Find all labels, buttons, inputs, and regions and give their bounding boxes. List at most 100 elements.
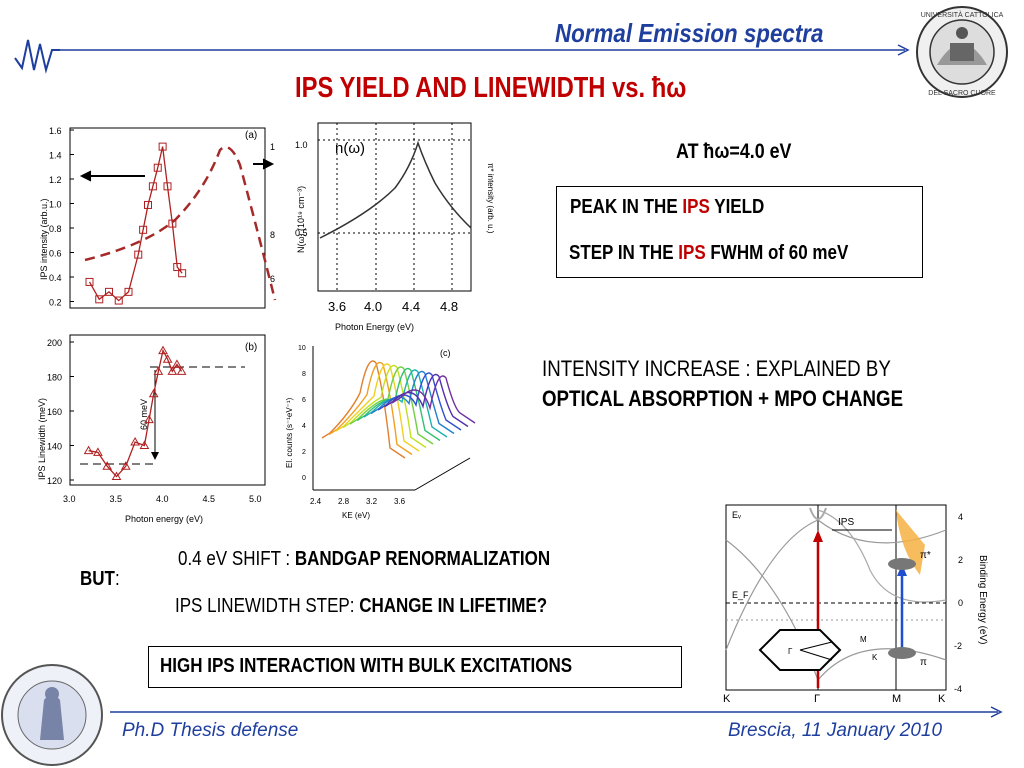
plot-c-xtick: 3.2: [366, 497, 378, 506]
plot-c-ytick: 10: [298, 345, 306, 352]
plot-b-point: [120, 461, 131, 470]
shift-line: 0.4 eV SHIFT : BANDGAP RENORMALIZATION: [178, 548, 551, 570]
plot-a-point: [163, 182, 172, 191]
plot-b-point: [148, 388, 159, 398]
plot-c-xtick: 3.6: [394, 497, 406, 506]
plot-c-curve: [335, 363, 420, 452]
plot-a-point: [168, 219, 177, 228]
plot-b-series-line: [88, 348, 183, 478]
plot-c-curve: [328, 361, 413, 456]
plot-n-series-label: n(ω): [335, 140, 365, 157]
plot-a-ytick: 0.4: [49, 273, 62, 283]
footer-line: [110, 706, 1003, 718]
plot-c-ylabel: El. counts (s⁻¹eV⁻¹): [285, 397, 294, 468]
plot-c-label: (c): [440, 348, 451, 358]
plot-c-ytick: 6: [302, 397, 306, 404]
band-xtick: Γ: [814, 693, 820, 705]
plot-c-ytick: 0: [302, 475, 306, 482]
plot-b-xtick: 4.0: [156, 494, 169, 504]
plot-a-point: [148, 182, 157, 191]
band-ytick: 2: [958, 555, 963, 565]
plot-c-curve: [356, 367, 441, 442]
plot-b-label: (b): [245, 342, 257, 353]
bulk-excitations-text: HIGH IPS INTERACTION WITH BULK EXCITATIO…: [160, 655, 573, 677]
plot-n-ytick: 1.0: [295, 140, 308, 150]
plot-c-curve: [349, 366, 434, 445]
footer-right-text: Brescia, 11 January 2010: [728, 720, 943, 741]
plot-a-right-tick: 8: [270, 230, 275, 240]
plot-b-point: [176, 366, 187, 375]
plot-b-point: [153, 366, 164, 375]
plot-a-point: [153, 163, 162, 172]
plot-n-curve: [319, 140, 472, 239]
plot-b-point: [162, 354, 173, 363]
but-label: BUT:: [80, 568, 120, 590]
plot-n-ylabel: N(ω) (10¹⁹ cm⁻³): [296, 186, 306, 253]
research-seal-logo: [1, 664, 103, 766]
plot-c-xlabel: KE (eV): [342, 511, 370, 520]
header-title: Normal Emission spectra: [555, 18, 824, 48]
plot-b-point: [139, 440, 150, 449]
plot-c-curve: [391, 375, 476, 424]
plot-n-xtick: 3.6: [328, 299, 346, 314]
box-line-1: PEAK IN THE IPS YIELD: [570, 196, 765, 218]
plot-b-point: [167, 366, 178, 375]
band-ylabel: Binding Energy (eV): [977, 555, 988, 645]
band-ev-label: Eᵥ: [732, 510, 741, 520]
plot-a-point: [178, 269, 187, 278]
plot-a-point: [144, 200, 152, 209]
plot-b-ylabel: IPS Linewidth (meV): [37, 398, 47, 480]
plot-b-ytick: 200: [47, 338, 62, 348]
plot-a-right-tick: 6: [270, 274, 275, 284]
plot-a-ytick: 0.8: [49, 224, 62, 234]
plot-a-point: [105, 287, 113, 296]
plot-b-point: [130, 437, 140, 446]
band-xtick: K: [723, 693, 731, 705]
band-ytick: -4: [954, 684, 962, 694]
plot-b-point: [111, 471, 122, 481]
plot-c-ytick: 2: [302, 449, 306, 456]
svg-text:UNIVERSITÀ CATTOLICA: UNIVERSITÀ CATTOLICA: [921, 10, 1004, 19]
plot-b-ytick: 180: [47, 373, 62, 383]
plot-a-point: [173, 263, 182, 272]
band-xtick: K: [938, 693, 946, 705]
plot-n-omega: N(ω) (10¹⁹ cm⁻³) π* intensity (arb. u.) …: [295, 122, 495, 332]
bulk-excitations-box: [148, 646, 682, 688]
plot-c-ytick: 8: [302, 371, 306, 378]
plot-b-ips-linewidth: IPS Linewidth (meV) 200 180 160 140 120 3.0 3…: [37, 334, 266, 524]
band-structure-plot: Eᵥ E_F IPS π* π Γ M K K Γ M K 4 2 0 -2 -…: [723, 504, 988, 705]
plot-c-curve: [384, 373, 469, 428]
plot-b-point: [83, 445, 94, 455]
plot-a-point: [124, 287, 133, 296]
plot-a-series-line: [88, 146, 183, 302]
plot-b-point: [144, 414, 154, 424]
plot-a-point: [139, 225, 148, 234]
plot-n-rightlabel: π* intensity (arb. u.): [486, 163, 495, 234]
plot-c-curve: [363, 369, 448, 438]
step-line: IPS LINEWIDTH STEP: CHANGE IN LIFETIME?: [175, 595, 548, 617]
intensity-line-2: OPTICAL ABSORPTION + MPO CHANGE: [542, 386, 904, 411]
plot-b-point: [172, 359, 182, 368]
band-gamma-label: Γ: [788, 647, 793, 656]
plot-a-ytick: 0.6: [49, 249, 62, 259]
energy-note: AT ħω=4.0 eV: [676, 140, 792, 163]
plot-a-point: [134, 250, 143, 259]
plot-a-ytick: 1.2: [49, 175, 62, 185]
plot-a-ylabel: IPS intensity (arb.u.): [39, 198, 49, 280]
plot-n-xtick: 4.4: [402, 299, 420, 314]
plot-c-waterfall: El. counts (s⁻¹eV⁻¹) 10 8 6 4 2 0 (c) 2.…: [285, 345, 476, 520]
band-ytick: -2: [954, 641, 962, 651]
plot-b-xtick: 3.5: [110, 494, 123, 504]
plot-a-point: [95, 295, 104, 304]
plot-a-point: [85, 277, 94, 286]
plot-c-curve: [342, 364, 427, 449]
svg-text:DEL SACRO CUORE: DEL SACRO CUORE: [928, 90, 996, 97]
band-xtick: M: [892, 693, 901, 705]
plot-a-ytick: 1.0: [49, 200, 62, 210]
plot-c-curve: [377, 372, 462, 431]
slide-title: IPS YIELD AND LINEWIDTH vs. ħω: [295, 72, 687, 104]
plot-b-xtick: 3.0: [63, 494, 76, 504]
university-seal-logo: UNIVERSITÀ CATTOLICA DEL SACRO CUORE: [916, 6, 1008, 98]
plot-b-xtick: 5.0: [249, 494, 262, 504]
plot-a-ips-intensity: IPS intensity (arb.u.) 1.6 1.4 1.2 1.0 0.8 0.…: [39, 126, 277, 309]
